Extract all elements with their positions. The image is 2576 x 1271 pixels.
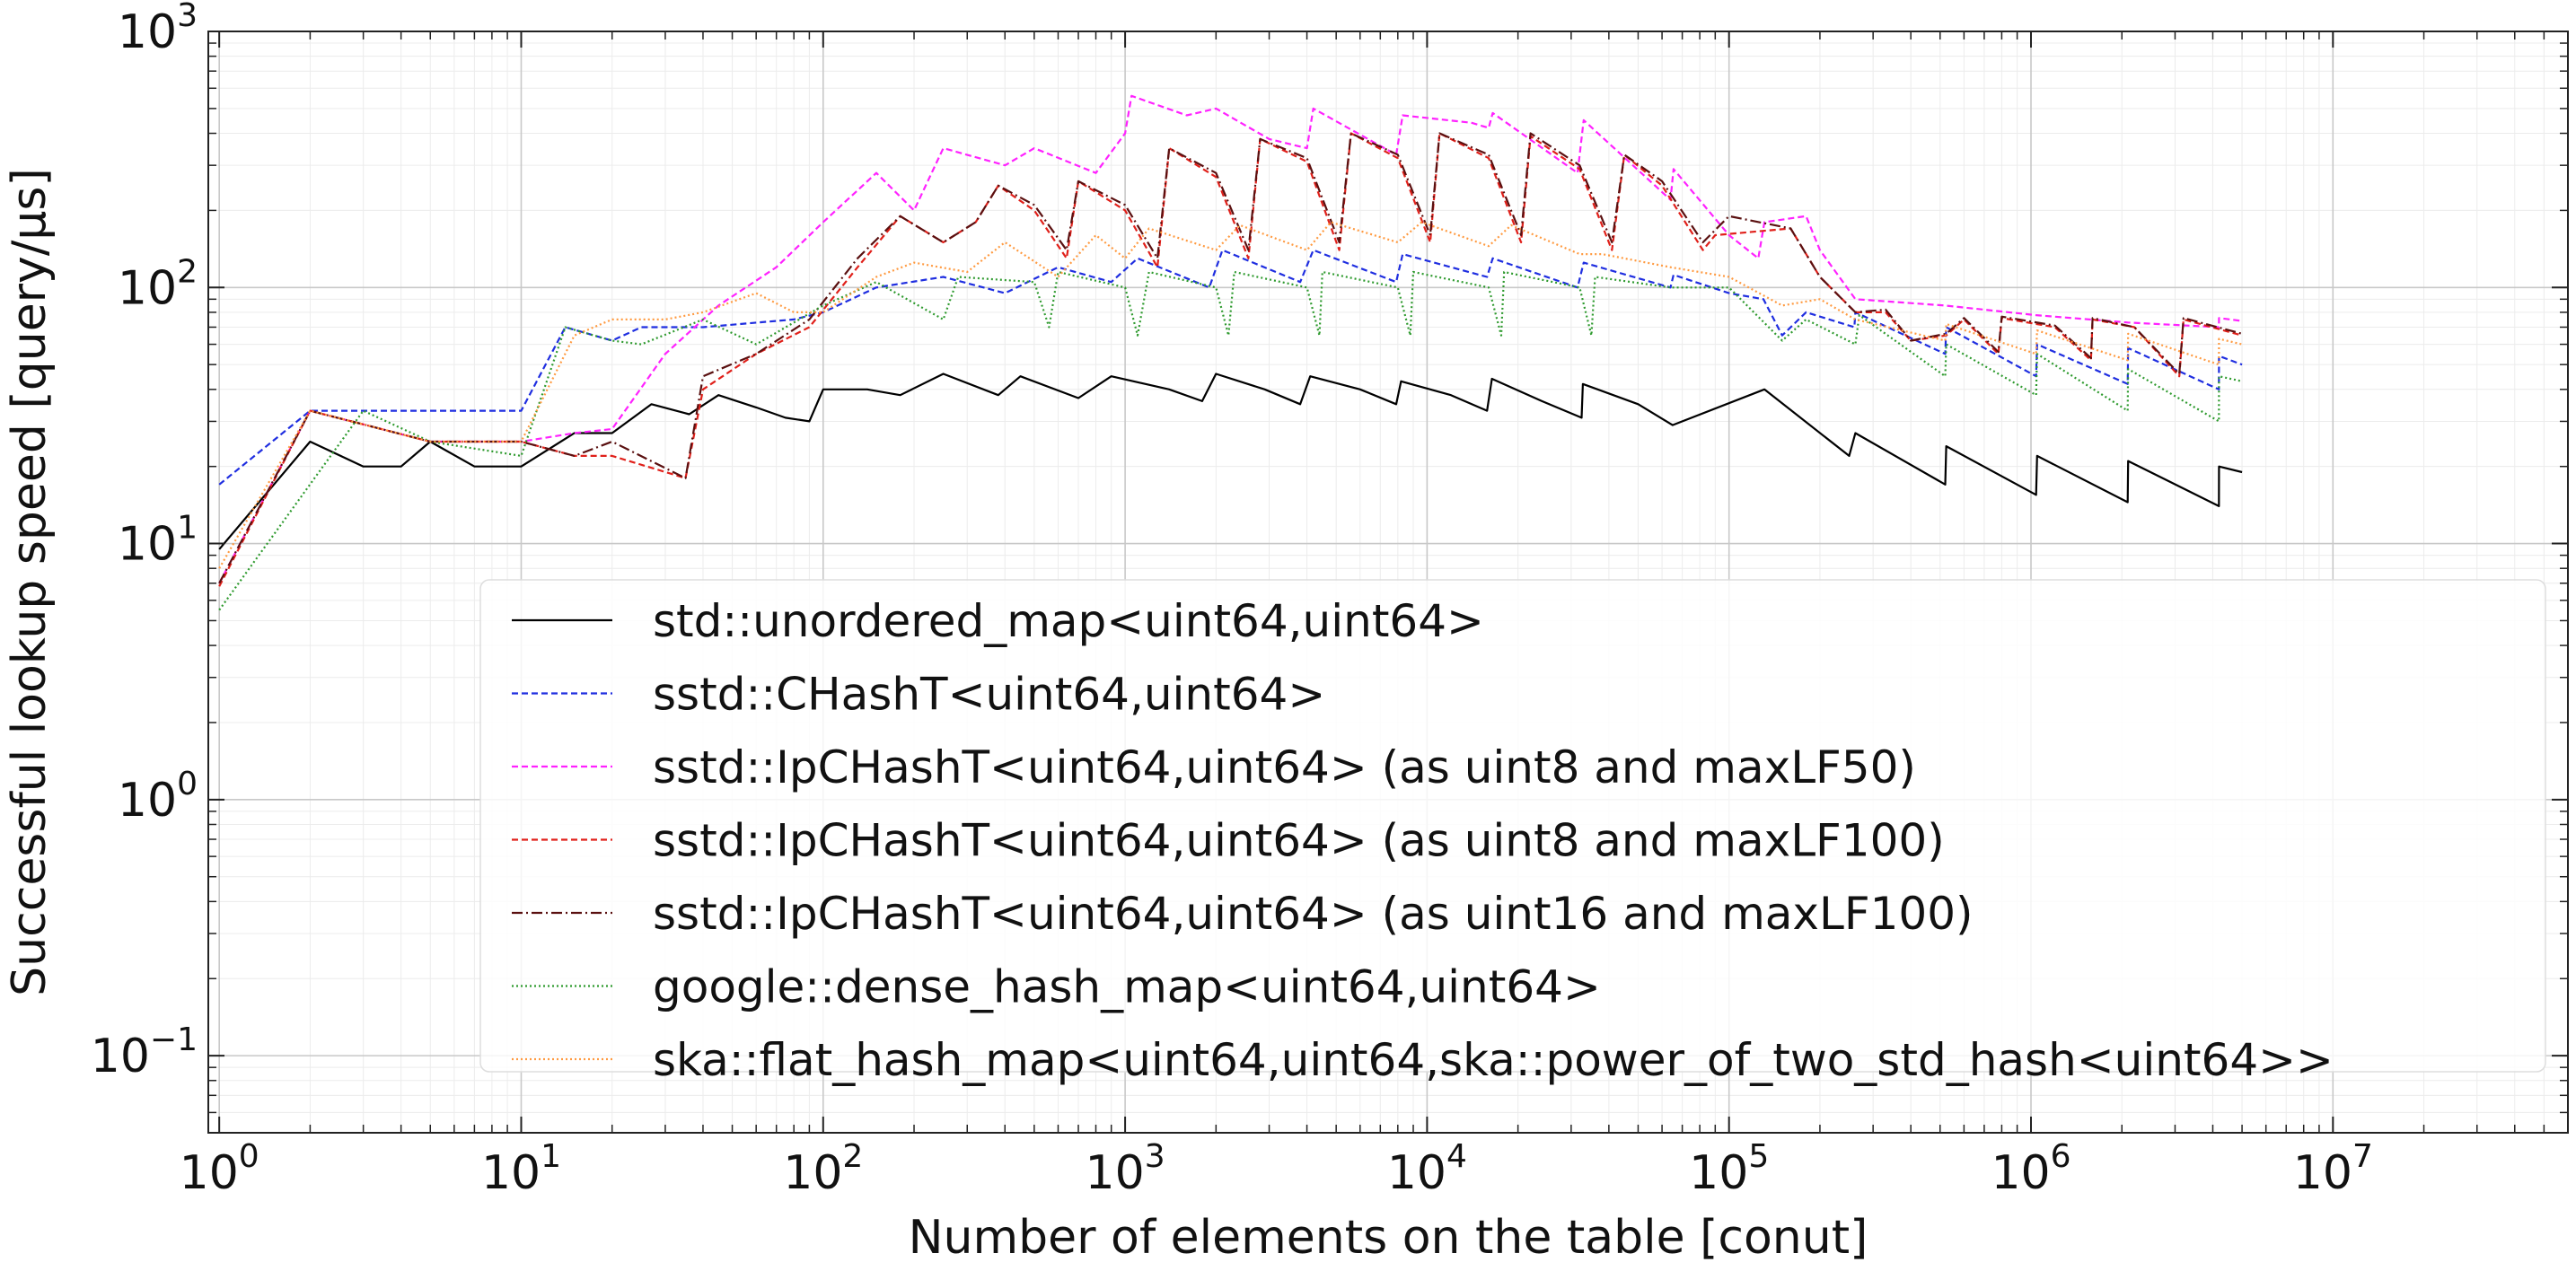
x-tick-label-exponent: 5	[1748, 1138, 1769, 1175]
x-tick-label-base: 10	[1387, 1146, 1446, 1200]
legend-label: sstd::IpCHashT<uint64,uint64> (as uint8 …	[653, 741, 1916, 793]
series-line-5	[218, 132, 2243, 584]
legend-label: google::dense_hash_map<uint64,uint64>	[653, 961, 1601, 1013]
y-tick-label-base: 10	[118, 774, 177, 828]
y-tick-label-exponent: 2	[177, 253, 198, 290]
y-tick-label-base: 10	[91, 1030, 150, 1083]
x-tick-label-exponent: 3	[1145, 1138, 1165, 1175]
y-tick-label-base: 10	[118, 261, 177, 315]
legend-label: ska::flat_hash_map<uint64,uint64,ska::po…	[653, 1034, 2334, 1086]
x-tick-label-base: 10	[481, 1146, 541, 1200]
x-tick-label-base: 10	[180, 1146, 239, 1200]
x-tick-label: 107	[2293, 1138, 2373, 1200]
y-tick-label-exponent: 0	[177, 766, 198, 802]
x-tick-label-base: 10	[1086, 1146, 1145, 1200]
x-tick-label: 102	[783, 1138, 863, 1200]
x-tick-label: 103	[1086, 1138, 1165, 1200]
y-tick-label-base: 10	[118, 5, 177, 59]
legend-label: std::unordered_map<uint64,uint64>	[653, 595, 1484, 647]
legend-label: sstd::IpCHashT<uint64,uint64> (as uint8 …	[653, 815, 1945, 867]
x-tick-label-exponent: 1	[541, 1138, 561, 1175]
series-line-6	[218, 270, 2243, 611]
y-tick-label-exponent: 3	[177, 0, 198, 34]
x-axis-label: Number of elements on the table [conut]	[909, 1211, 1868, 1265]
plot-frame	[207, 31, 2569, 1134]
x-tick-label: 100	[180, 1138, 259, 1200]
series-line-2	[218, 249, 2243, 486]
y-tick-label-base: 10	[118, 518, 177, 572]
series-line-1	[218, 373, 2243, 550]
y-tick-label: 103	[118, 0, 198, 59]
x-tick-label-base: 10	[1991, 1146, 2050, 1200]
x-tick-label: 105	[1689, 1138, 1769, 1200]
y-tick-label: 102	[118, 253, 198, 315]
y-tick-label-exponent: 1	[177, 510, 198, 547]
x-tick-label: 104	[1387, 1138, 1467, 1200]
axis-ticks	[208, 31, 2569, 1134]
x-tick-label-exponent: 6	[2051, 1138, 2071, 1175]
legend-box	[479, 579, 2546, 1073]
x-tick-label: 106	[1991, 1138, 2070, 1200]
series-line-4	[218, 132, 2243, 587]
x-tick-label-base: 10	[783, 1146, 842, 1200]
y-tick-label-exponent: −1	[150, 1021, 198, 1058]
y-tick-label: 100	[118, 766, 198, 828]
y-tick-label: 101	[118, 510, 198, 572]
y-axis-label: Successful lookup speed [query/µs]	[3, 168, 57, 996]
series-layer	[218, 94, 2243, 611]
series-line-3	[218, 94, 2243, 584]
y-tick-label: 10−1	[91, 1021, 198, 1083]
x-tick-label: 101	[481, 1138, 561, 1200]
legend-label: sstd::IpCHashT<uint64,uint64> (as uint16…	[653, 888, 1974, 940]
legend: std::unordered_map<uint64,uint64>sstd::C…	[479, 579, 2546, 1086]
x-tick-label-exponent: 7	[2352, 1138, 2373, 1175]
x-tick-label-base: 10	[1689, 1146, 1748, 1200]
x-tick-label-exponent: 2	[842, 1138, 863, 1175]
x-tick-label-exponent: 4	[1446, 1138, 1467, 1175]
x-tick-label-exponent: 0	[239, 1138, 259, 1175]
x-tick-labels: 100 101 102 103 104 105 106 107	[180, 1138, 2373, 1200]
x-tick-label-base: 10	[2293, 1146, 2352, 1200]
legend-label: sstd::CHashT<uint64,uint64>	[653, 669, 1325, 721]
